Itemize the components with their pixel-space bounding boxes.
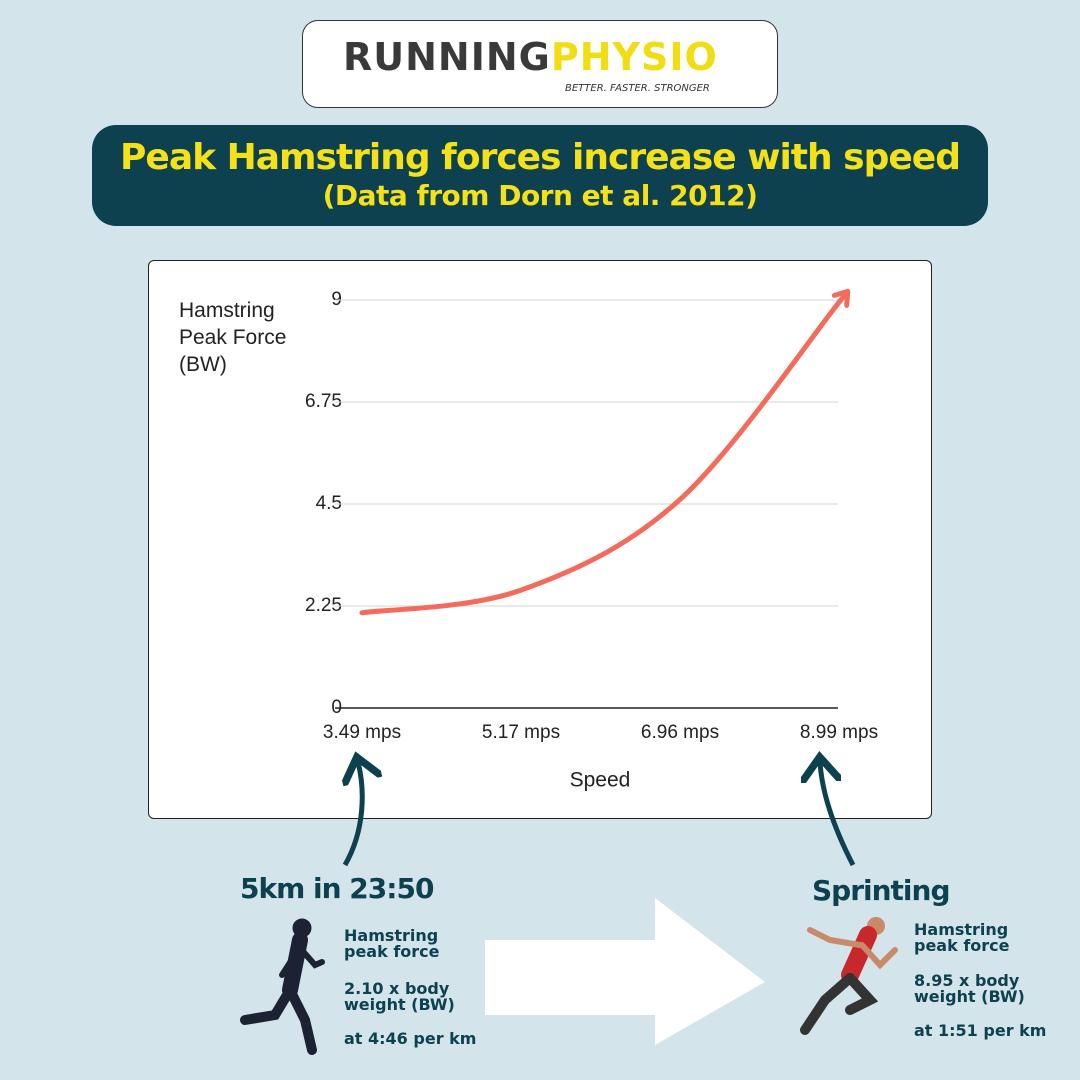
caption-text: Hamstring peak force <box>914 920 1010 955</box>
caption-text: at 1:51 per km <box>914 1021 1047 1040</box>
caption-title: 5km in 23:50 <box>240 872 434 905</box>
x-tick-label: 6.96 mps <box>641 722 719 743</box>
y-axis-label: Hamstring Peak Force (BW) <box>179 299 287 376</box>
y-tick-label: 4.5 <box>316 493 342 514</box>
caption-text: 2.10 x body weight (BW) <box>344 979 455 1014</box>
brand-part: RUNNING <box>343 35 551 79</box>
progress-arrow <box>485 898 765 1045</box>
title: Peak Hamstring forces increase with spee… <box>120 137 961 178</box>
line <box>359 299 842 616</box>
x-tick-label: 5.17 mps <box>482 722 560 743</box>
brand-part: PHYSIO <box>550 35 718 79</box>
x-axis-label: Speed <box>570 769 631 792</box>
x-tick-label: 3.49 mps <box>323 722 401 743</box>
logo: RUNNINGPHYSIO BETTER. FASTER. STRONGER <box>302 20 778 108</box>
runner-figure <box>240 918 325 1055</box>
title-box: Peak Hamstring forces increase with spee… <box>92 125 988 226</box>
x-tick-label: 8.99 mps <box>800 722 878 743</box>
runner-figure <box>800 917 898 1035</box>
brand: RUNNINGPHYSIO <box>343 35 718 79</box>
subtitle: (Data from Dorn et al. 2012) <box>322 179 758 212</box>
caption-text: Hamstring peak force <box>344 926 440 961</box>
y-tick-label: 6.75 <box>305 391 342 412</box>
y-tick-label: 2.25 <box>305 595 342 616</box>
tagline: BETTER. FASTER. STRONGER <box>565 83 710 94</box>
pointer-arrow <box>820 762 856 867</box>
line-arrowhead <box>831 288 851 308</box>
pointer-arrow <box>345 762 362 867</box>
caption-text: at 4:46 per km <box>344 1029 477 1048</box>
caption-text: 8.95 x body weight (BW) <box>914 971 1025 1006</box>
caption-title: Sprinting <box>812 874 951 907</box>
